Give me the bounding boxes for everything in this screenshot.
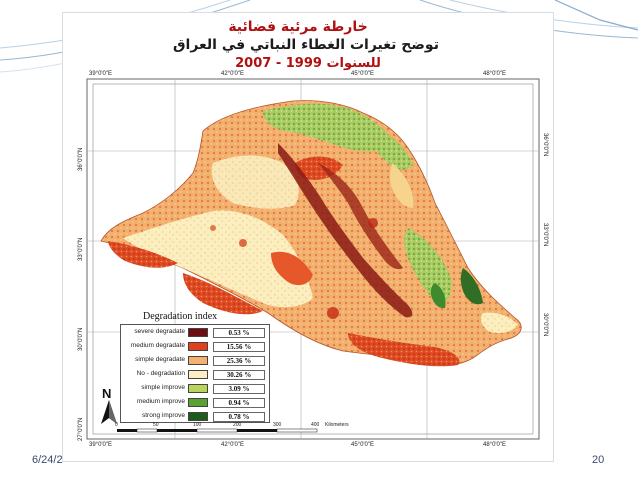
tick-top-45: 45°0'0"E <box>351 71 375 77</box>
map-figure: خارطة مرئية فضائية توضح تغيرات الغطاء ال… <box>62 12 554 462</box>
legend-label: medium improve <box>136 398 185 405</box>
legend-swatch-simple-improve <box>188 384 208 393</box>
legend-swatch-strong-improve <box>188 412 208 421</box>
legend-percent: 0.78 % <box>213 412 265 422</box>
river-corridor-severe <box>278 143 413 318</box>
legend-row: medium improve 0.94 % <box>121 397 271 409</box>
legend-percent: 25.36 % <box>213 356 265 366</box>
map-canvas <box>86 78 540 440</box>
tick-top-48: 48°0'0"E <box>483 71 507 77</box>
tick-right-33: 33°0'0"N <box>542 223 548 247</box>
tick-left-30: 30°0'0"N <box>78 327 84 351</box>
legend-label: severe degradate <box>134 328 185 335</box>
legend-label: medium degradate <box>130 342 185 349</box>
iraq-territory <box>100 100 522 366</box>
map-legend: severe degradate 0.53 % medium degradate… <box>120 324 270 423</box>
legend-percent: 3.09 % <box>213 384 265 394</box>
north-arrow-icon <box>101 400 117 424</box>
legend-percent: 30.26 % <box>213 370 265 380</box>
north-label: N <box>102 386 112 401</box>
map-title-line2: توضح تغيرات الغطاء النباتي في العراق <box>173 37 439 53</box>
scale-label: 400 <box>311 422 320 428</box>
scale-label: 50 <box>153 422 159 428</box>
tick-bottom-48: 48°0'0"E <box>483 442 507 448</box>
legend-label: simple improve <box>141 384 185 391</box>
scale-bar <box>117 428 318 433</box>
legend-row: medium degradate 15.56 % <box>121 341 271 353</box>
legend-label: No - degradation <box>136 370 185 377</box>
legend-row: simple improve 3.09 % <box>121 383 271 395</box>
legend-percent: 15.56 % <box>213 342 265 352</box>
map-neatline <box>86 78 540 440</box>
tick-right-30: 30°0'0"N <box>542 313 548 337</box>
map-title-line1: خارطة مرئية فضائية <box>228 19 368 35</box>
legend-label: simple degradate <box>135 356 185 363</box>
legend-row: simple degradate 25.36 % <box>121 355 271 367</box>
tick-left-33: 33°0'0"N <box>78 237 84 261</box>
legend-swatch-severe-degradate <box>188 328 208 337</box>
map-title-line3: للسنوات 1999 - 2007 <box>235 56 381 71</box>
western-desert <box>123 210 313 308</box>
east-marsh-green <box>404 228 452 304</box>
tick-bottom-45: 45°0'0"E <box>351 442 375 448</box>
scale-unit: Kilometers <box>325 422 349 428</box>
legend-title: Degradation index <box>143 311 218 322</box>
legend-row: strong improve 0.78 % <box>121 411 271 423</box>
tick-right-36: 36°0'0"N <box>542 133 548 157</box>
legend-swatch-medium-degradate <box>188 342 208 351</box>
legend-percent: 0.94 % <box>213 398 265 408</box>
north-green-zone <box>263 103 393 152</box>
legend-label: strong improve <box>142 412 185 419</box>
scale-label: 300 <box>273 422 282 428</box>
tick-bottom-39: 39°0'0"E <box>89 442 113 448</box>
scale-label: 0 <box>115 422 118 428</box>
slide-date: 6/24/2 <box>32 454 63 466</box>
slide-page-number: 20 <box>592 454 605 466</box>
legend-row: severe degradate 0.53 % <box>121 327 271 339</box>
tick-left-27: 27°0'0"N <box>78 417 84 441</box>
legend-swatch-medium-improve <box>188 398 208 407</box>
scale-label: 100 <box>193 422 202 428</box>
legend-row: No - degradation 30.26 % <box>121 369 271 381</box>
scale-label: 200 <box>233 422 242 428</box>
tick-top-42: 42°0'0"E <box>221 71 245 77</box>
tick-top-39: 39°0'0"E <box>89 71 113 77</box>
tick-left-36: 36°0'0"N <box>78 147 84 171</box>
tick-bottom-42: 42°0'0"E <box>221 442 245 448</box>
legend-swatch-simple-degradate <box>188 356 208 365</box>
legend-percent: 0.53 % <box>213 328 265 338</box>
southwest-degraded <box>108 241 178 268</box>
legend-swatch-no-degradation <box>188 370 208 379</box>
